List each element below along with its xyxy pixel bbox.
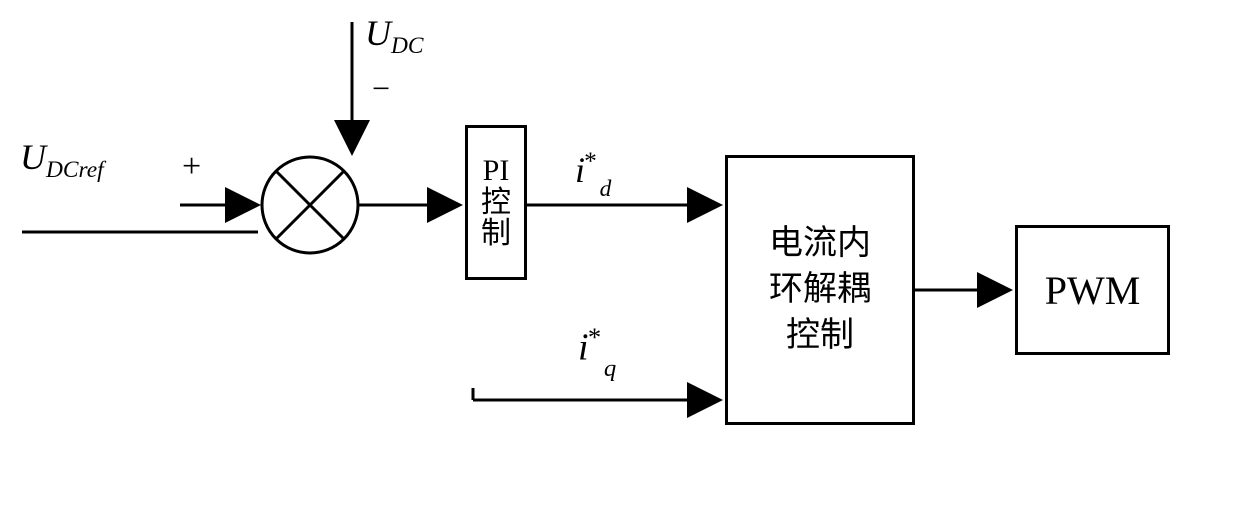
label-udcref-text: U (20, 137, 46, 177)
label-udc-sub: DC (391, 33, 424, 59)
label-plus: + (182, 148, 201, 186)
summer-x2 (276, 171, 344, 239)
label-udc: UDC (365, 12, 424, 60)
block-decouple-line2: 环解耦 (769, 267, 871, 313)
block-pi-line1: PI (481, 155, 511, 187)
block-pi-line2: 控 (481, 187, 511, 219)
block-pi-text: PI 控 制 (481, 155, 511, 250)
block-pi: PI 控 制 (465, 125, 527, 280)
block-decouple-text: 电流内 环解耦 控制 (769, 221, 871, 359)
label-id-sub: d (600, 176, 612, 202)
summer-x1 (276, 171, 344, 239)
block-pwm: PWM (1015, 225, 1170, 355)
block-decouple-line3: 控制 (769, 313, 871, 359)
label-id: i*d (575, 148, 609, 197)
label-udc-text: U (365, 13, 391, 53)
label-minus: − (372, 70, 390, 107)
label-udcref-sub: DCref (46, 157, 104, 183)
label-iq-star: * (587, 322, 600, 352)
block-pi-line3: 制 (481, 218, 511, 250)
block-pwm-text: PWM (1045, 267, 1141, 314)
block-decouple-line1: 电流内 (769, 221, 871, 267)
label-iq-sub: q (604, 355, 616, 382)
label-udcref: UDCref (20, 136, 104, 184)
label-id-star: * (583, 148, 596, 175)
summer-node (262, 157, 358, 253)
label-iq: i*q (578, 322, 614, 375)
block-decouple: 电流内 环解耦 控制 (725, 155, 915, 425)
